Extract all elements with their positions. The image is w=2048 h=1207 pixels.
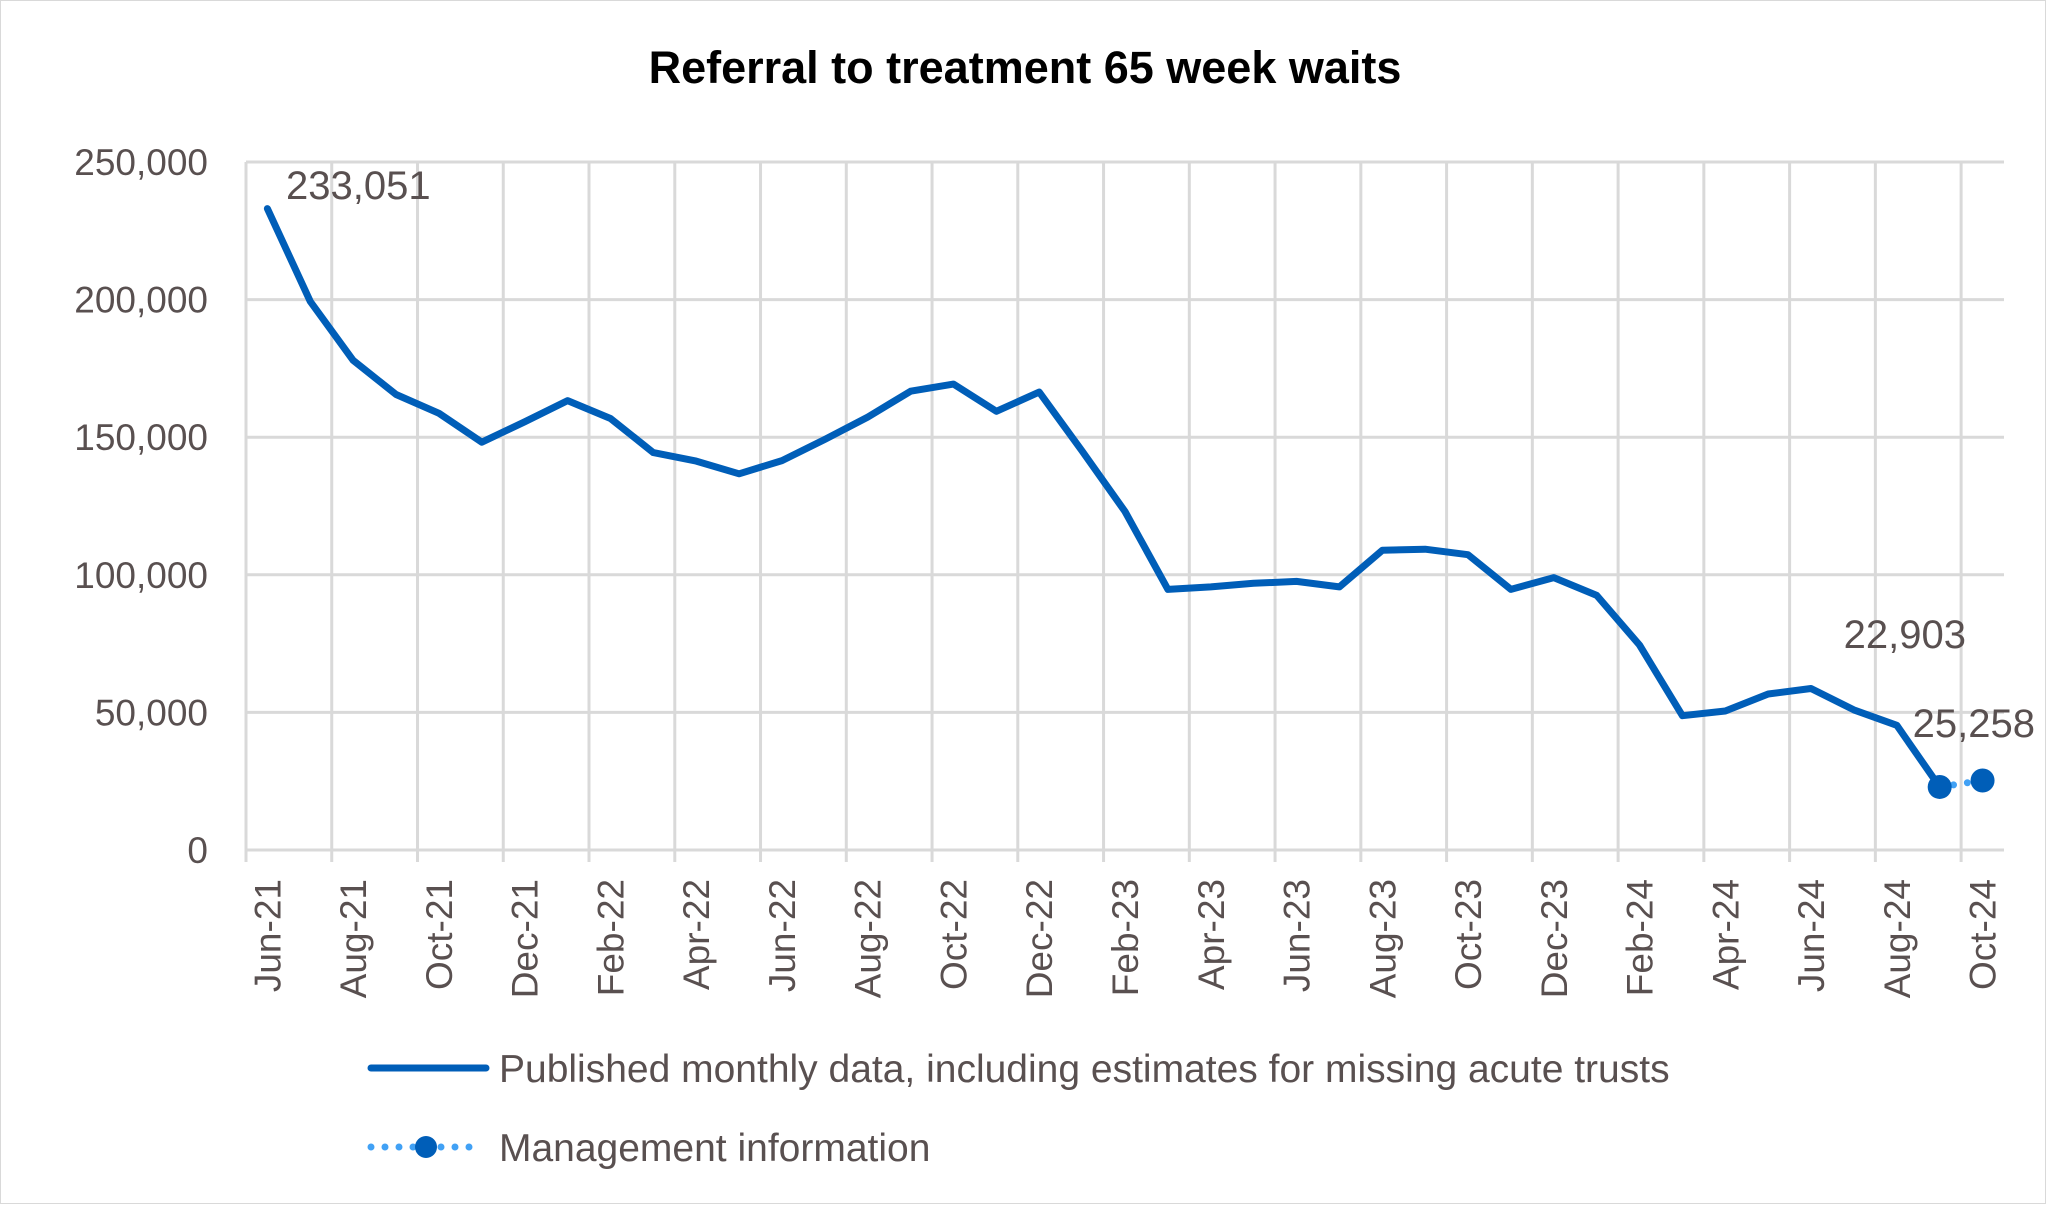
x-tick-label: Apr-22 [676, 879, 717, 990]
y-tick-label: 150,000 [74, 417, 208, 458]
y-tick-label: 100,000 [74, 555, 208, 596]
data-label: 233,051 [286, 164, 431, 208]
data-labels: 233,051 22,903 25,258 [286, 164, 2035, 746]
x-tick-label: Oct-22 [933, 879, 974, 990]
y-tick-label: 0 [187, 830, 208, 871]
x-axis-ticks: Jun-21 Aug-21 Oct-21 Dec-21 Feb-22 Apr-22 Jun-… [247, 879, 2003, 998]
y-tick-label: 250,000 [74, 142, 208, 183]
x-tick-label: Feb-22 [590, 879, 631, 996]
series-group [263, 205, 1995, 799]
data-label: 25,258 [1913, 702, 2035, 746]
x-tick-label: Apr-24 [1705, 879, 1746, 990]
data-label: 22,903 [1844, 613, 1966, 657]
x-tick-label: Jun-21 [247, 879, 288, 992]
x-tick-label: Oct-21 [419, 879, 460, 990]
x-tick-label: Jun-24 [1791, 879, 1832, 992]
x-tick-label: Feb-24 [1620, 879, 1661, 996]
x-tick-label: Dec-23 [1534, 879, 1575, 998]
mi-marker [1927, 774, 1952, 799]
x-tick-label: Dec-22 [1019, 879, 1060, 998]
y-axis-ticks: 0 50,000 100,000 150,000 200,000 250,000 [74, 142, 208, 871]
x-tick-label: Oct-23 [1448, 879, 1489, 990]
x-tick-label: Jun-23 [1277, 879, 1318, 992]
gridlines [244, 160, 2004, 862]
legend-label-mi: Management information [499, 1127, 930, 1170]
y-tick-label: 200,000 [74, 280, 208, 321]
x-tick-label: Dec-21 [505, 879, 546, 998]
x-tick-label: Aug-24 [1877, 879, 1918, 998]
x-tick-label: Apr-23 [1191, 879, 1232, 990]
x-tick-label: Feb-23 [1105, 879, 1146, 996]
chart-title: Referral to treatment 65 week waits [649, 42, 1402, 93]
mi-marker [1970, 768, 1995, 793]
legend: Published monthly data, including estima… [367, 1048, 1670, 1170]
x-tick-label: Aug-21 [333, 879, 374, 998]
y-tick-label: 50,000 [95, 692, 208, 733]
legend-marker-mi [415, 1136, 437, 1158]
x-tick-label: Aug-22 [848, 879, 889, 998]
legend-label-published: Published monthly data, including estima… [499, 1048, 1670, 1091]
x-tick-label: Jun-22 [762, 879, 803, 992]
series-line-published [263, 205, 1944, 791]
x-tick-label: Aug-23 [1362, 879, 1403, 998]
x-tick-label: Oct-24 [1963, 879, 2004, 990]
